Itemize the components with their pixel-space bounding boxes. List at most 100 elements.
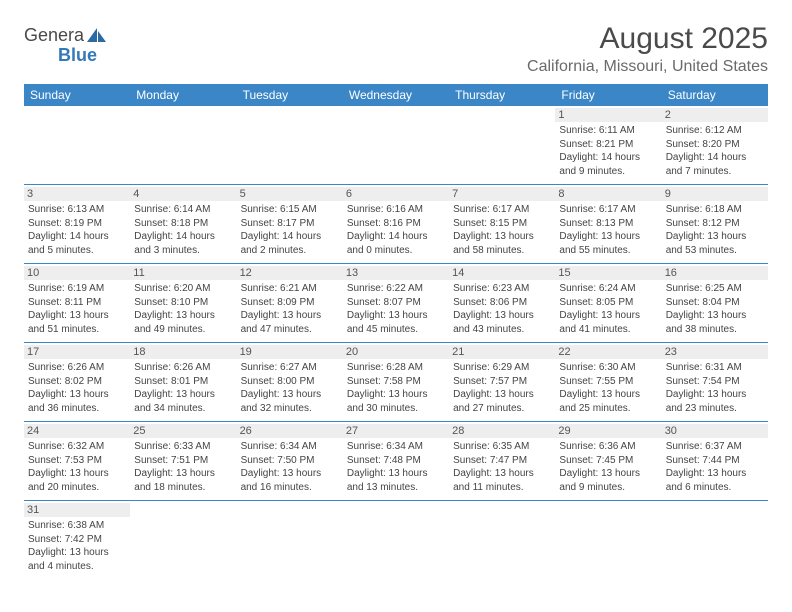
weekday-header: Thursday: [449, 84, 555, 106]
day-details: Sunrise: 6:17 AMSunset: 8:13 PMDaylight:…: [559, 203, 657, 257]
daylight-line: Daylight: 13 hours and 51 minutes.: [28, 309, 126, 336]
day-details: Sunrise: 6:30 AMSunset: 7:55 PMDaylight:…: [559, 361, 657, 415]
sunrise-line: Sunrise: 6:34 AM: [241, 440, 339, 454]
day-number: 13: [343, 266, 449, 280]
sunrise-line: Sunrise: 6:36 AM: [559, 440, 657, 454]
day-number: 12: [237, 266, 343, 280]
day-details: Sunrise: 6:19 AMSunset: 8:11 PMDaylight:…: [28, 282, 126, 336]
sunrise-line: Sunrise: 6:26 AM: [134, 361, 232, 375]
day-number: 4: [130, 187, 236, 201]
sunrise-line: Sunrise: 6:31 AM: [666, 361, 764, 375]
daylight-line: Daylight: 13 hours and 25 minutes.: [559, 388, 657, 415]
daylight-line: Daylight: 14 hours and 2 minutes.: [241, 230, 339, 257]
day-details: Sunrise: 6:38 AMSunset: 7:42 PMDaylight:…: [28, 519, 126, 573]
calendar-cell: 15Sunrise: 6:24 AMSunset: 8:05 PMDayligh…: [555, 264, 661, 343]
title-block: August 2025 California, Missouri, United…: [527, 22, 768, 76]
daylight-line: Daylight: 13 hours and 30 minutes.: [347, 388, 445, 415]
calendar-cell: [24, 106, 130, 185]
calendar-cell: 3 Sunrise: 6:13 AMSunset: 8:19 PMDaylight…: [24, 185, 130, 264]
sunset-line: Sunset: 8:06 PM: [453, 296, 551, 310]
day-details: Sunrise: 6:35 AMSunset: 7:47 PMDaylight:…: [453, 440, 551, 494]
daylight-line: Daylight: 13 hours and 20 minutes.: [28, 467, 126, 494]
day-number: 29: [555, 424, 661, 438]
sunrise-line: Sunrise: 6:13 AM: [28, 203, 126, 217]
calendar-cell: 7 Sunrise: 6:17 AMSunset: 8:15 PMDaylight…: [449, 185, 555, 264]
day-details: Sunrise: 6:12 AMSunset: 8:20 PMDaylight:…: [666, 124, 764, 178]
daylight-line: Daylight: 14 hours and 5 minutes.: [28, 230, 126, 257]
day-details: Sunrise: 6:13 AMSunset: 8:19 PMDaylight:…: [28, 203, 126, 257]
day-details: Sunrise: 6:14 AMSunset: 8:18 PMDaylight:…: [134, 203, 232, 257]
sunset-line: Sunset: 7:45 PM: [559, 454, 657, 468]
day-number: 9: [662, 187, 768, 201]
day-details: Sunrise: 6:17 AMSunset: 8:15 PMDaylight:…: [453, 203, 551, 257]
day-details: Sunrise: 6:24 AMSunset: 8:05 PMDaylight:…: [559, 282, 657, 336]
calendar-cell: 27 Sunrise: 6:34 AMSunset: 7:48 PMDayligh…: [343, 422, 449, 501]
calendar-cell: 16Sunrise: 6:25 AMSunset: 8:04 PMDayligh…: [662, 264, 768, 343]
calendar-cell: [237, 106, 343, 185]
brand-logo: GeneraBlue: [24, 26, 108, 64]
sunset-line: Sunset: 8:12 PM: [666, 217, 764, 231]
sunset-line: Sunset: 8:19 PM: [28, 217, 126, 231]
day-details: Sunrise: 6:29 AMSunset: 7:57 PMDaylight:…: [453, 361, 551, 415]
logo-text-b: Blue: [58, 45, 97, 65]
calendar-cell: 18Sunrise: 6:26 AMSunset: 8:01 PMDayligh…: [130, 343, 236, 422]
sunset-line: Sunset: 7:48 PM: [347, 454, 445, 468]
day-details: Sunrise: 6:32 AMSunset: 7:53 PMDaylight:…: [28, 440, 126, 494]
day-number: 19: [237, 345, 343, 359]
day-details: Sunrise: 6:22 AMSunset: 8:07 PMDaylight:…: [347, 282, 445, 336]
sunrise-line: Sunrise: 6:26 AM: [28, 361, 126, 375]
day-number: 1: [555, 108, 661, 122]
calendar-cell: 5Sunrise: 6:15 AMSunset: 8:17 PMDaylight…: [237, 185, 343, 264]
sunset-line: Sunset: 8:13 PM: [559, 217, 657, 231]
daylight-line: Daylight: 13 hours and 55 minutes.: [559, 230, 657, 257]
day-number: 6: [343, 187, 449, 201]
day-number: 8: [555, 187, 661, 201]
day-details: Sunrise: 6:37 AMSunset: 7:44 PMDaylight:…: [666, 440, 764, 494]
weekday-header: Friday: [555, 84, 661, 106]
calendar-cell: 19Sunrise: 6:27 AMSunset: 8:00 PMDayligh…: [237, 343, 343, 422]
sunrise-line: Sunrise: 6:27 AM: [241, 361, 339, 375]
calendar-cell: 1Sunrise: 6:11 AMSunset: 8:21 PMDaylight…: [555, 106, 661, 185]
calendar-cell: [130, 106, 236, 185]
sunrise-line: Sunrise: 6:21 AM: [241, 282, 339, 296]
sunset-line: Sunset: 7:53 PM: [28, 454, 126, 468]
calendar-cell: [130, 501, 236, 580]
day-details: Sunrise: 6:31 AMSunset: 7:54 PMDaylight:…: [666, 361, 764, 415]
day-number: 17: [24, 345, 130, 359]
day-number: 20: [343, 345, 449, 359]
sunset-line: Sunset: 8:07 PM: [347, 296, 445, 310]
calendar-cell: 2Sunrise: 6:12 AMSunset: 8:20 PMDaylight…: [662, 106, 768, 185]
day-number: 11: [130, 266, 236, 280]
day-details: Sunrise: 6:26 AMSunset: 8:02 PMDaylight:…: [28, 361, 126, 415]
sunrise-line: Sunrise: 6:18 AM: [666, 203, 764, 217]
day-number: 27: [343, 424, 449, 438]
sunset-line: Sunset: 8:10 PM: [134, 296, 232, 310]
calendar-cell: 21Sunrise: 6:29 AMSunset: 7:57 PMDayligh…: [449, 343, 555, 422]
daylight-line: Daylight: 13 hours and 27 minutes.: [453, 388, 551, 415]
sunset-line: Sunset: 8:04 PM: [666, 296, 764, 310]
day-details: Sunrise: 6:34 AMSunset: 7:48 PMDaylight:…: [347, 440, 445, 494]
daylight-line: Daylight: 13 hours and 16 minutes.: [241, 467, 339, 494]
calendar-cell: 17 Sunrise: 6:26 AMSunset: 8:02 PMDayligh…: [24, 343, 130, 422]
calendar-table: Sunday Monday Tuesday Wednesday Thursday…: [24, 84, 768, 579]
daylight-line: Daylight: 13 hours and 58 minutes.: [453, 230, 551, 257]
daylight-line: Daylight: 13 hours and 18 minutes.: [134, 467, 232, 494]
day-details: Sunrise: 6:25 AMSunset: 8:04 PMDaylight:…: [666, 282, 764, 336]
sunrise-line: Sunrise: 6:24 AM: [559, 282, 657, 296]
day-number: 7: [449, 187, 555, 201]
weekday-header: Monday: [130, 84, 236, 106]
day-details: Sunrise: 6:21 AMSunset: 8:09 PMDaylight:…: [241, 282, 339, 336]
sunrise-line: Sunrise: 6:16 AM: [347, 203, 445, 217]
sunset-line: Sunset: 8:20 PM: [666, 138, 764, 152]
calendar-cell: 14Sunrise: 6:23 AMSunset: 8:06 PMDayligh…: [449, 264, 555, 343]
day-number: 3: [24, 187, 130, 201]
daylight-line: Daylight: 13 hours and 36 minutes.: [28, 388, 126, 415]
sunset-line: Sunset: 8:11 PM: [28, 296, 126, 310]
calendar-cell: [662, 501, 768, 580]
sunset-line: Sunset: 8:00 PM: [241, 375, 339, 389]
sunset-line: Sunset: 7:54 PM: [666, 375, 764, 389]
weekday-header: Saturday: [662, 84, 768, 106]
daylight-line: Daylight: 14 hours and 7 minutes.: [666, 151, 764, 178]
sunrise-line: Sunrise: 6:19 AM: [28, 282, 126, 296]
calendar-cell: 23Sunrise: 6:31 AMSunset: 7:54 PMDayligh…: [662, 343, 768, 422]
